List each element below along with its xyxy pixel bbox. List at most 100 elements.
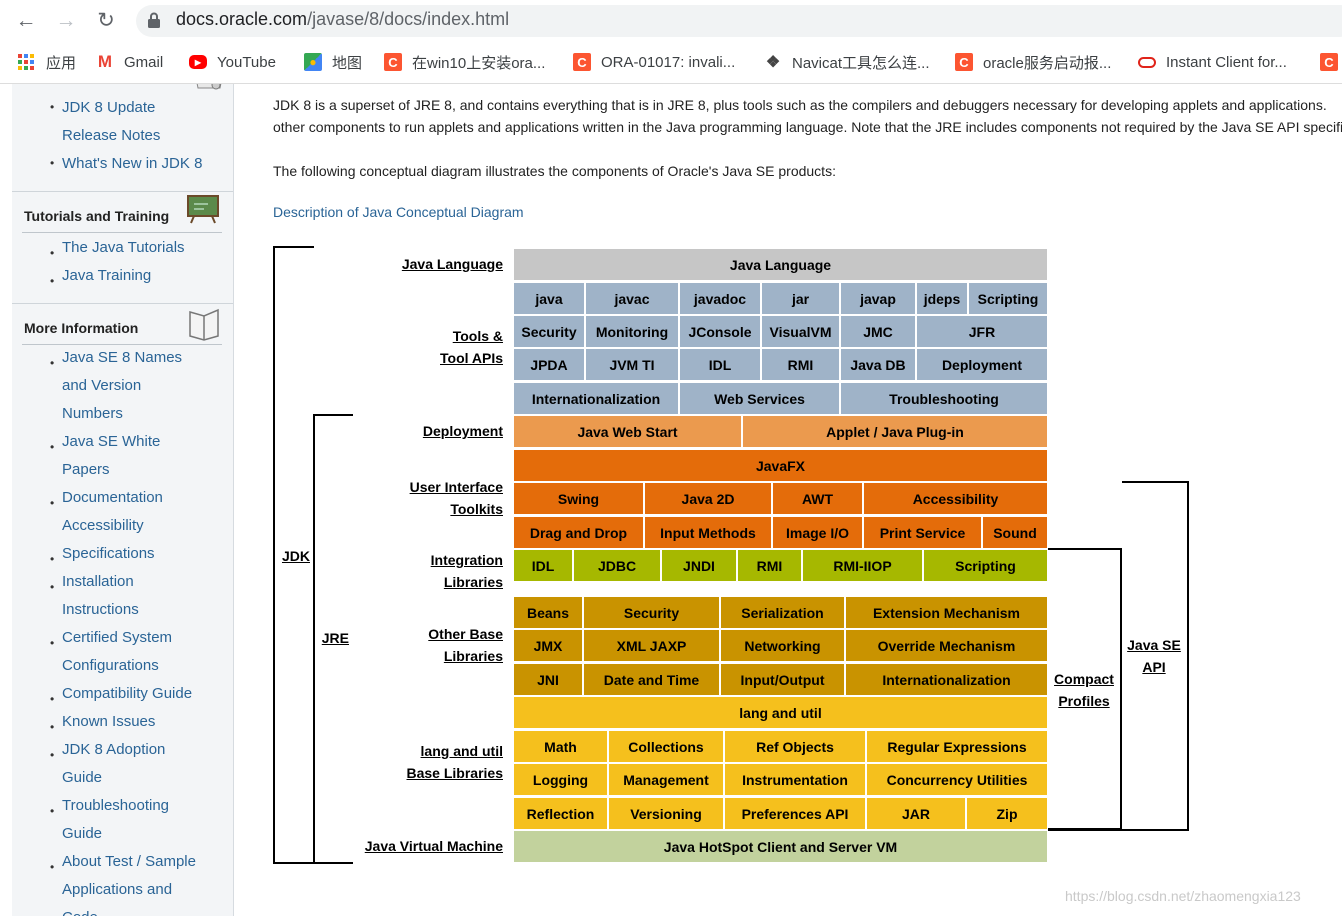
tools-row1-cell-5[interactable]: jdeps: [917, 283, 967, 314]
tools-row1-cell-0[interactable]: java: [514, 283, 584, 314]
row-label-tools[interactable]: Tools & Tool APIs: [303, 325, 503, 369]
lang-util-row1-cell-2[interactable]: Ref Objects: [725, 731, 865, 762]
reload-icon[interactable]: ↻: [97, 9, 115, 32]
bookmark-apps[interactable]: 应用: [18, 51, 76, 73]
lang-util-row3-cell-0[interactable]: Reflection: [514, 798, 607, 829]
other-base-row2-cell-2[interactable]: Networking: [721, 630, 844, 661]
other-base-row1-cell-3[interactable]: Extension Mechanism: [846, 597, 1047, 628]
lang-util-row1-cell-0[interactable]: Math: [514, 731, 607, 762]
bookmark-youtube[interactable]: ▶ YouTube: [189, 51, 276, 73]
java-language-cell[interactable]: Java Language: [514, 249, 1047, 280]
sidebar-link-more-1[interactable]: Java SE White Papers: [62, 428, 232, 484]
bookmark-csdn-2[interactable]: C ORA-01017: invali...: [573, 51, 735, 73]
tools-row2-cell-2[interactable]: JConsole: [680, 316, 760, 347]
tools-row3-cell-0[interactable]: JPDA: [514, 349, 584, 380]
integration-row-cell-4[interactable]: RMI-IIOP: [803, 550, 922, 581]
other-base-row1-cell-1[interactable]: Security: [584, 597, 719, 628]
ui-row1-cell-0[interactable]: Swing: [514, 483, 643, 514]
sidebar-link-more-10[interactable]: About Test / Sample Applications and Code: [62, 848, 232, 916]
other-base-row3-cell-0[interactable]: JNI: [514, 664, 582, 695]
bracket-label-compact-profiles[interactable]: Compact Profiles: [1050, 668, 1118, 712]
integration-row-cell-1[interactable]: JDBC: [574, 550, 660, 581]
bracket-label-jdk[interactable]: JDK: [234, 545, 310, 567]
other-base-row3-cell-2[interactable]: Input/Output: [721, 664, 844, 695]
diagram-description-link[interactable]: Description of Java Conceptual Diagram: [273, 204, 524, 220]
other-base-row3-cell-1[interactable]: Date and Time: [584, 664, 719, 695]
lang-util-cell[interactable]: lang and util: [514, 697, 1047, 728]
tools-row4-cell-0[interactable]: Internationalization: [514, 383, 678, 414]
bookmark-gmail[interactable]: M Gmail: [96, 51, 163, 73]
sidebar-link-more-6[interactable]: Compatibility Guide: [62, 680, 232, 708]
sidebar-link-more-5[interactable]: Certified System Configurations: [62, 624, 232, 680]
tools-row4-cell-1[interactable]: Web Services: [680, 383, 839, 414]
sidebar-link-more-9[interactable]: Troubleshooting Guide: [62, 792, 232, 848]
bookmark-csdn-1[interactable]: C 在win10上安装ora...: [384, 51, 545, 73]
integration-row-cell-0[interactable]: IDL: [514, 550, 572, 581]
row-label-ui-toolkits[interactable]: User Interface Toolkits: [303, 476, 503, 520]
row-label-jvm[interactable]: Java Virtual Machine: [303, 835, 503, 857]
bookmark-csdn-3[interactable]: C oracle服务启动报...: [955, 51, 1111, 73]
lang-util-row3-cell-3[interactable]: JAR: [867, 798, 965, 829]
forward-arrow-icon[interactable]: →: [55, 9, 77, 32]
sidebar-link-release-notes[interactable]: Release Notes: [62, 127, 161, 144]
lang-util-row1-cell-1[interactable]: Collections: [609, 731, 723, 762]
other-base-row3-cell-3[interactable]: Internationalization: [846, 664, 1047, 695]
row-label-java-language[interactable]: Java Language: [303, 253, 503, 275]
integration-row-cell-2[interactable]: JNDI: [662, 550, 736, 581]
ui-row1-cell-3[interactable]: Accessibility: [864, 483, 1047, 514]
ui-row2-cell-1[interactable]: Input Methods: [645, 517, 771, 548]
back-arrow-icon[interactable]: ←: [15, 9, 37, 32]
tools-row1-cell-6[interactable]: Scripting: [969, 283, 1047, 314]
ui-row2-cell-4[interactable]: Sound: [983, 517, 1047, 548]
lang-util-row2-cell-3[interactable]: Concurrency Utilities: [867, 764, 1047, 795]
tools-row1-cell-3[interactable]: jar: [762, 283, 839, 314]
javafx-cell[interactable]: JavaFX: [514, 450, 1047, 481]
other-base-row1-cell-0[interactable]: Beans: [514, 597, 582, 628]
sidebar-link-more-3[interactable]: Specifications: [62, 540, 232, 568]
tools-row2-cell-0[interactable]: Security: [514, 316, 584, 347]
sidebar-link-java-tutorials[interactable]: The Java Tutorials: [62, 239, 185, 256]
row-label-other-base[interactable]: Other Base Libraries: [303, 623, 503, 667]
tools-row3-cell-3[interactable]: RMI: [762, 349, 839, 380]
bookmark-oracle[interactable]: Instant Client for...: [1138, 51, 1287, 73]
ui-row2-cell-0[interactable]: Drag and Drop: [514, 517, 643, 548]
tools-row1-cell-4[interactable]: javap: [841, 283, 915, 314]
integration-row-cell-5[interactable]: Scripting: [924, 550, 1047, 581]
tools-row3-cell-5[interactable]: Deployment: [917, 349, 1047, 380]
tools-row1-cell-2[interactable]: javadoc: [680, 283, 760, 314]
tools-row2-cell-4[interactable]: JMC: [841, 316, 915, 347]
lang-util-row3-cell-4[interactable]: Zip: [967, 798, 1047, 829]
sidebar-link-more-2[interactable]: Documentation Accessibility: [62, 484, 232, 540]
ui-row1-cell-2[interactable]: AWT: [773, 483, 862, 514]
tools-row3-cell-2[interactable]: IDL: [680, 349, 760, 380]
deployment-row-cell-0[interactable]: Java Web Start: [514, 416, 741, 447]
lang-util-row3-cell-2[interactable]: Preferences API: [725, 798, 865, 829]
sidebar-link-whats-new[interactable]: What's New in JDK 8: [62, 155, 203, 172]
sidebar-link-more-8[interactable]: JDK 8 Adoption Guide: [62, 736, 232, 792]
tools-row2-cell-1[interactable]: Monitoring: [586, 316, 678, 347]
sidebar-link-java-training[interactable]: Java Training: [62, 267, 152, 284]
lang-util-row1-cell-3[interactable]: Regular Expressions: [867, 731, 1047, 762]
url-text[interactable]: docs.oracle.com/javase/8/docs/index.html: [176, 9, 509, 30]
address-bar[interactable]: [136, 5, 1342, 37]
row-label-lang-util[interactable]: lang and util Base Libraries: [303, 740, 504, 784]
tools-row1-cell-1[interactable]: javac: [586, 283, 678, 314]
bracket-label-jre[interactable]: JRE: [234, 627, 349, 649]
ui-row2-cell-3[interactable]: Print Service: [864, 517, 981, 548]
tools-row4-cell-2[interactable]: Troubleshooting: [841, 383, 1047, 414]
tools-row2-cell-3[interactable]: VisualVM: [762, 316, 839, 347]
lang-util-row3-cell-1[interactable]: Versioning: [609, 798, 723, 829]
bookmark-csdn-4[interactable]: C: [1320, 51, 1342, 73]
other-base-row2-cell-1[interactable]: XML JAXP: [584, 630, 719, 661]
bookmark-navicat[interactable]: ❖ Navicat工具怎么连...: [764, 51, 930, 73]
integration-row-cell-3[interactable]: RMI: [738, 550, 801, 581]
sidebar-link-more-7[interactable]: Known Issues: [62, 708, 232, 736]
tools-row2-cell-5[interactable]: JFR: [917, 316, 1047, 347]
other-base-row2-cell-3[interactable]: Override Mechanism: [846, 630, 1047, 661]
other-base-row2-cell-0[interactable]: JMX: [514, 630, 582, 661]
tools-row3-cell-1[interactable]: JVM TI: [586, 349, 678, 380]
jvm-cell[interactable]: Java HotSpot Client and Server VM: [514, 831, 1047, 862]
sidebar-link-jdk8-update[interactable]: JDK 8 Update: [62, 99, 156, 116]
ui-row1-cell-1[interactable]: Java 2D: [645, 483, 771, 514]
ui-row2-cell-2[interactable]: Image I/O: [773, 517, 862, 548]
